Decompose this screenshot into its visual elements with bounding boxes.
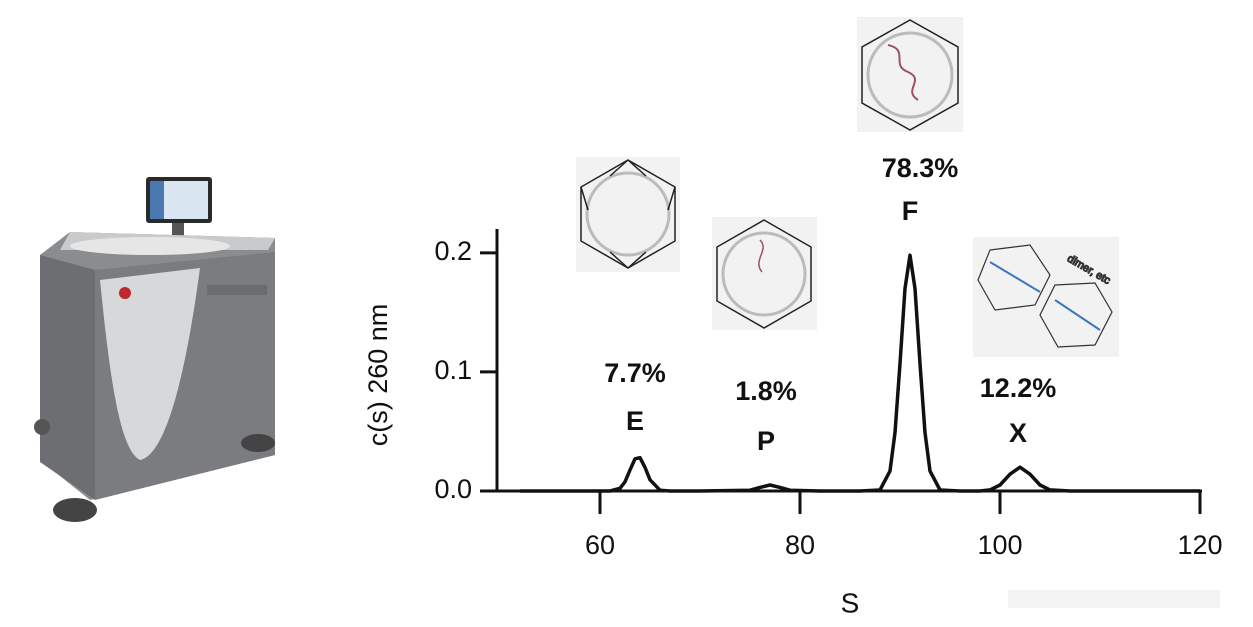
watermark <box>1008 590 1220 608</box>
full-capsid-icon <box>857 17 963 132</box>
y-axis-label: c(s) 260 nm <box>363 304 393 447</box>
dimer-icon: dimer, etc <box>973 237 1119 357</box>
x-axis-label: S <box>841 587 860 618</box>
partial-capsid-icon <box>712 217 817 330</box>
y-tick-label: 0.0 <box>434 474 472 504</box>
peak-label: E <box>626 406 644 436</box>
peak-share: 7.7% <box>604 358 666 388</box>
data-line <box>520 253 1200 493</box>
y-tick-label: 0.1 <box>434 355 472 385</box>
y-tick-label: 0.2 <box>434 236 472 266</box>
centrifuge-image <box>34 177 275 522</box>
empty-capsid-icon <box>576 157 680 272</box>
x-tick-label: 120 <box>1177 530 1222 560</box>
x-tick-label: 100 <box>977 530 1022 560</box>
x-tick-label: 60 <box>585 530 615 560</box>
peak-label: P <box>757 426 775 456</box>
peak-label: F <box>902 196 919 226</box>
peak-share: 78.3% <box>882 153 959 183</box>
peak-share: 1.8% <box>735 376 797 406</box>
x-tick-label: 80 <box>785 530 815 560</box>
peak-label: X <box>1009 418 1027 448</box>
peak-share: 12.2% <box>980 373 1057 403</box>
